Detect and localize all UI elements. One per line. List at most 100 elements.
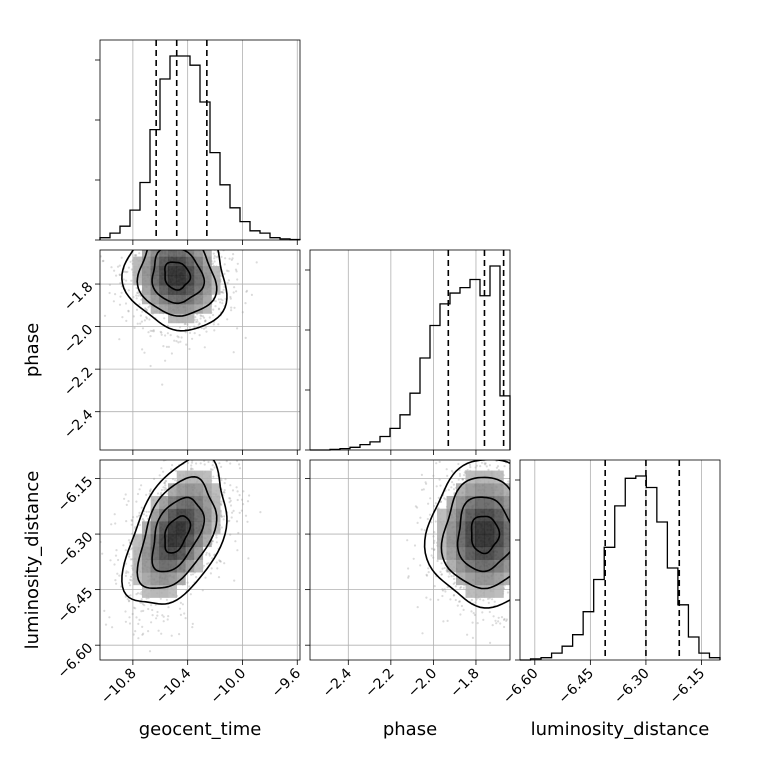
sample-point (149, 241, 151, 243)
sample-point (146, 211, 148, 213)
sample-point (513, 529, 515, 531)
density-cell (513, 521, 523, 534)
sample-point (210, 242, 212, 244)
sample-point (212, 475, 215, 478)
sample-point (497, 616, 500, 619)
sample-point (182, 231, 184, 233)
sample-point (191, 622, 194, 626)
sample-point (433, 548, 436, 551)
sample-point (174, 228, 176, 230)
sample-point (137, 637, 140, 640)
sample-point (147, 306, 150, 309)
density-cell (150, 294, 160, 305)
sample-point (223, 263, 226, 266)
sample-point (162, 620, 165, 623)
sample-point (128, 581, 131, 585)
sample-point (425, 482, 428, 485)
sample-point (124, 549, 127, 552)
sample-point (516, 491, 518, 493)
sample-point (443, 566, 446, 570)
sample-point (160, 331, 163, 334)
sample-point (178, 246, 180, 248)
sample-point (122, 544, 125, 547)
histogram-geocent_time (95, 39, 301, 245)
density-cell (194, 238, 203, 248)
sample-point (196, 318, 199, 321)
density-cell (176, 546, 186, 560)
sample-point (536, 582, 538, 584)
sample-point (407, 576, 410, 579)
sample-point (145, 514, 148, 517)
sample-point (203, 450, 205, 452)
sample-point (541, 534, 543, 536)
sample-point (213, 329, 216, 332)
sample-point (419, 516, 422, 519)
sample-point (515, 547, 517, 549)
sample-point (222, 291, 225, 294)
sample-point (566, 510, 568, 512)
sample-point (517, 494, 519, 496)
sample-point (149, 489, 152, 492)
sample-point (136, 291, 139, 294)
sample-point (185, 408, 187, 410)
sample-point (142, 231, 144, 233)
sample-point (164, 486, 167, 489)
sample-point (515, 607, 517, 609)
density-cell (168, 495, 178, 509)
sample-point (212, 323, 215, 326)
sample-point (213, 237, 215, 239)
sample-point (164, 334, 167, 337)
sample-point (188, 233, 190, 235)
sample-point (156, 492, 160, 495)
sample-point (213, 260, 216, 263)
sample-point (204, 319, 207, 322)
sample-point (240, 509, 243, 512)
sample-point (523, 507, 525, 509)
sample-point (229, 462, 232, 465)
sample-point (205, 330, 208, 333)
sample-point (134, 630, 137, 633)
x-tick-label: −2.0 (405, 666, 440, 701)
sample-point (87, 233, 89, 235)
sample-point (136, 592, 140, 595)
x-tick-label: −10.0 (208, 666, 250, 708)
sample-point (186, 456, 188, 458)
density-cell (456, 483, 466, 497)
sample-point (235, 290, 238, 293)
sample-point (145, 597, 148, 600)
sample-point (194, 316, 197, 319)
sample-point (528, 488, 530, 490)
sample-point (539, 543, 541, 545)
sample-point (179, 246, 181, 248)
sample-point (177, 341, 180, 344)
sample-point (162, 345, 165, 348)
sample-point (184, 331, 187, 334)
sample-point (221, 290, 224, 293)
density-cell (168, 285, 178, 295)
sample-point (151, 614, 154, 617)
sample-point (168, 246, 170, 248)
sample-point (188, 331, 192, 334)
sample-point (209, 572, 212, 575)
sample-point (512, 486, 514, 488)
sample-point (204, 320, 207, 323)
sample-point (170, 245, 172, 247)
sample-point (176, 236, 178, 238)
density-cell (465, 521, 476, 535)
sample-point (108, 283, 111, 286)
density-cell (194, 303, 204, 314)
sample-point (514, 517, 516, 519)
sample-point (458, 600, 461, 603)
density-cell (194, 483, 204, 497)
sample-point (124, 493, 127, 496)
sample-point (120, 256, 123, 259)
density-cell (168, 303, 178, 314)
sample-point (150, 621, 153, 624)
sample-point (516, 509, 518, 511)
sample-point (439, 500, 443, 503)
sample-point (114, 293, 117, 296)
sample-point (546, 514, 548, 516)
sample-point (174, 479, 177, 482)
sample-point (177, 232, 179, 234)
density-cell (465, 534, 476, 548)
